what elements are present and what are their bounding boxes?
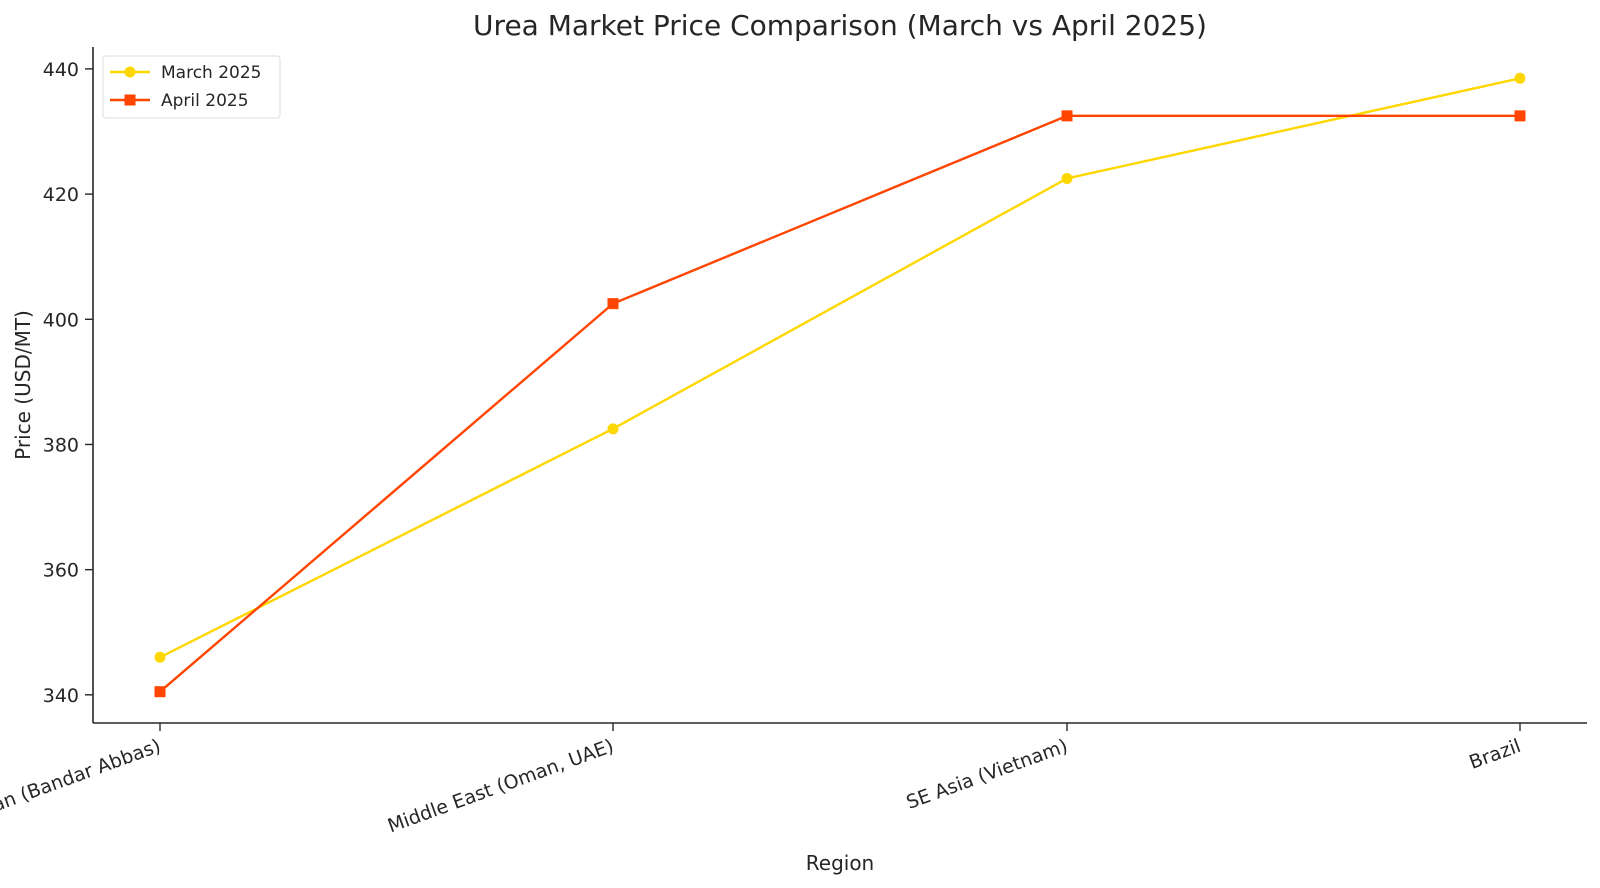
legend-label: April 2025	[161, 91, 249, 111]
data-point	[154, 686, 166, 698]
data-point	[1061, 172, 1073, 184]
y-axis-label: Price (USD/MT)	[11, 310, 35, 460]
y-tick-label: 360	[43, 560, 79, 582]
legend-item: April 2025	[110, 91, 249, 111]
series-line	[159, 77, 1521, 659]
y-tick-label: 340	[43, 685, 79, 707]
data-point	[1514, 72, 1526, 84]
y-tick-label: 380	[43, 434, 79, 456]
data-point	[607, 298, 619, 310]
legend: March 2025 April 2025	[102, 55, 281, 119]
y-tick-label: 440	[43, 59, 79, 81]
data-point	[154, 651, 166, 663]
plot-area	[154, 72, 1526, 698]
x-tick-label: Brazil	[1466, 735, 1523, 774]
legend-label: March 2025	[161, 63, 262, 83]
legend-marker	[124, 94, 136, 106]
x-tick-label: Iran (Bandar Abbas)	[0, 735, 164, 821]
legend-item: March 2025	[110, 63, 262, 83]
x-tick-label: SE Asia (Vietnam)	[903, 735, 1070, 814]
series-line	[159, 114, 1520, 693]
chart-title: Urea Market Price Comparison (March vs A…	[473, 9, 1207, 42]
y-axis-ticks: 340 360 380 400 420 440	[43, 59, 93, 707]
y-tick-label: 420	[43, 184, 79, 206]
series-march-2025	[154, 72, 1526, 663]
x-axis-ticks: Iran (Bandar Abbas) Middle East (Oman, UA…	[0, 723, 1524, 837]
data-point	[607, 423, 619, 435]
series-april-2025	[154, 110, 1526, 698]
data-point	[1514, 110, 1526, 122]
y-tick-label: 400	[43, 309, 79, 331]
data-point	[1061, 110, 1073, 122]
x-tick-label: Middle East (Oman, UAE)	[385, 735, 617, 837]
x-axis-label: Region	[806, 851, 874, 875]
legend-marker	[124, 66, 136, 78]
